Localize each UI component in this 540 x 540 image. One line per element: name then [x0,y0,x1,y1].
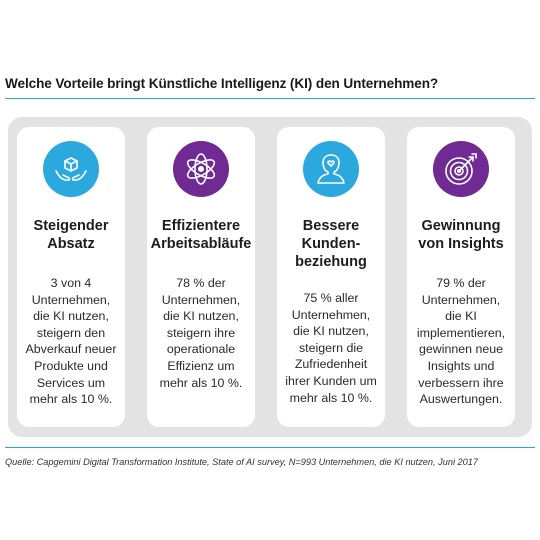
card-body-line: 78 % der [176,276,226,290]
card-body-line: gewinnen neue [418,342,504,357]
card-body-line: Unternehmen, [161,292,241,307]
card-title-line: Bessere [302,218,360,234]
card-body-line: steigern den [36,325,106,340]
card-gewinnung-von-insights: Gewinnung von Insights 79 % der Unterneh… [407,127,515,427]
card-title-line: Gewinnung [421,218,501,234]
card-title-line: Absatz [47,236,95,252]
card-title-line: Arbeitsabläufe [150,236,252,252]
atom-orbit-icon [173,141,229,197]
card-body-line: Unternehmen, [31,292,111,307]
card-body-line: mehr als 10 %. [159,375,243,390]
card-body: 3 von 4 Unternehmen, die KI nutzen, stei… [17,275,125,408]
card-body-line: Unternehmen, [291,307,371,322]
card-body-line: Abverkauf neuer [25,342,117,357]
card-title-line: von Insights [418,236,504,252]
card-body-line: Produkte und [34,358,108,373]
source-note: Quelle: Capgemini Digital Transformation… [5,457,478,467]
card-body-line: implementieren, [416,325,506,340]
card-body-line: die KI nutzen, [293,324,369,339]
card-body-line: Unternehmen, [421,292,501,307]
bottom-divider [5,447,535,448]
card-body-line: die KI nutzen, [33,309,109,324]
card-body-line: 79 % der [436,276,486,290]
card-steigender-absatz: Steigender Absatz 3 von 4 Unternehmen, d… [17,127,125,427]
card-title: Steigender Absatz [17,217,125,253]
card-body: 78 % der Unternehmen, die KI nutzen, ste… [147,275,255,391]
card-body-line: Auswertungen. [419,392,503,407]
card-body-line: steigern ihre [166,325,236,340]
card-bessere-kundenbeziehung: Bessere Kunden- beziehung 75 % aller Unt… [277,127,385,427]
card-body-line: mehr als 10 %. [29,392,113,407]
card-effizientere-arbeitsablaeufe: Effizientere Arbeitsabläufe 78 % der Unt… [147,127,255,427]
card-body-line: Services um [36,375,106,390]
card-title-line: Effizientere [161,218,241,234]
card-title-line: Steigender [33,218,109,234]
card-body: 79 % der Unternehmen, die KI implementie… [407,275,515,408]
page-title: Welche Vorteile bringt Künstliche Intell… [5,76,439,91]
person-heart-icon [303,141,359,197]
card-body-line: steigern die [298,340,364,355]
card-body-line: mehr als 10 %. [289,390,373,405]
card-body-line: Zufriedenheit [294,357,368,372]
card-title: Gewinnung von Insights [407,217,515,253]
card-body-line: Effizienz um [167,358,235,373]
card-title-line: Kunden- [301,236,361,252]
hands-holding-box-icon [43,141,99,197]
card-title: Bessere Kunden- beziehung [277,217,385,271]
card-body-line: die KI nutzen, [163,309,239,324]
card-body-line: ihrer Kunden um [285,373,377,388]
card-body-line: 3 von 4 [50,276,92,290]
card-body: 75 % aller Unternehmen, die KI nutzen, s… [277,290,385,406]
card-body-line: verbessern ihre [418,375,504,390]
card-title: Effizientere Arbeitsabläufe [147,217,255,253]
card-body-line: Insights und [427,358,495,373]
target-arrow-icon [433,141,489,197]
top-divider [5,98,535,99]
card-body-line: 75 % aller [303,291,359,305]
card-body-line: operationale [166,342,236,357]
card-body-line: die KI [445,309,477,324]
card-title-line: beziehung [295,254,367,270]
